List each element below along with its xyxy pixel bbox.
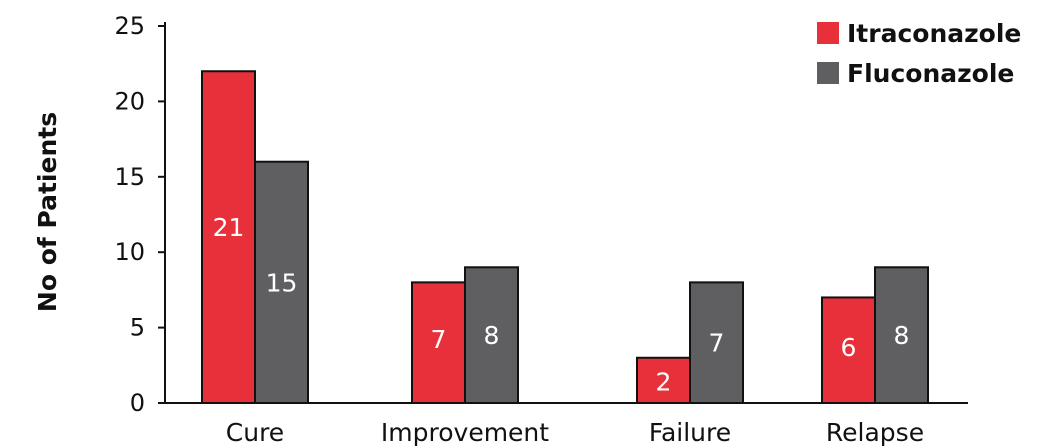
x-tick-label: Improvement xyxy=(381,418,549,447)
x-tick-label: Cure xyxy=(226,418,284,447)
data-label: 8 xyxy=(894,321,910,350)
bar-fluconazole-failure xyxy=(689,281,744,404)
bar-itraconazole-relapse xyxy=(821,296,876,404)
legend-swatch-fluconazole xyxy=(817,62,839,84)
data-label: 15 xyxy=(266,268,298,297)
bar-fluconazole-relapse xyxy=(874,266,929,404)
y-tick-label: 5 xyxy=(130,314,145,342)
data-label: 7 xyxy=(431,325,447,354)
legend-label-fluconazole: Fluconazole xyxy=(847,59,1014,88)
x-tick-label: Failure xyxy=(649,418,731,447)
legend-label-itraconazole: Itraconazole xyxy=(847,19,1021,48)
data-label: 8 xyxy=(484,321,500,350)
data-label: 6 xyxy=(841,333,857,362)
y-tick-label: 0 xyxy=(130,389,145,417)
legend-swatch-itraconazole xyxy=(817,22,839,44)
y-tick-label: 20 xyxy=(114,87,145,115)
y-tick-label: 10 xyxy=(114,238,145,266)
data-label: 7 xyxy=(709,329,725,358)
bar-itraconazole-failure xyxy=(636,356,691,405)
y-tick-label: 25 xyxy=(114,12,145,40)
data-label: 21 xyxy=(213,213,245,242)
y-axis-label: No of Patients xyxy=(33,112,62,312)
x-tick-label: Relapse xyxy=(826,418,924,447)
bar-fluconazole-cure xyxy=(254,160,309,404)
data-label: 2 xyxy=(656,367,672,396)
y-tick-label: 15 xyxy=(114,163,145,191)
